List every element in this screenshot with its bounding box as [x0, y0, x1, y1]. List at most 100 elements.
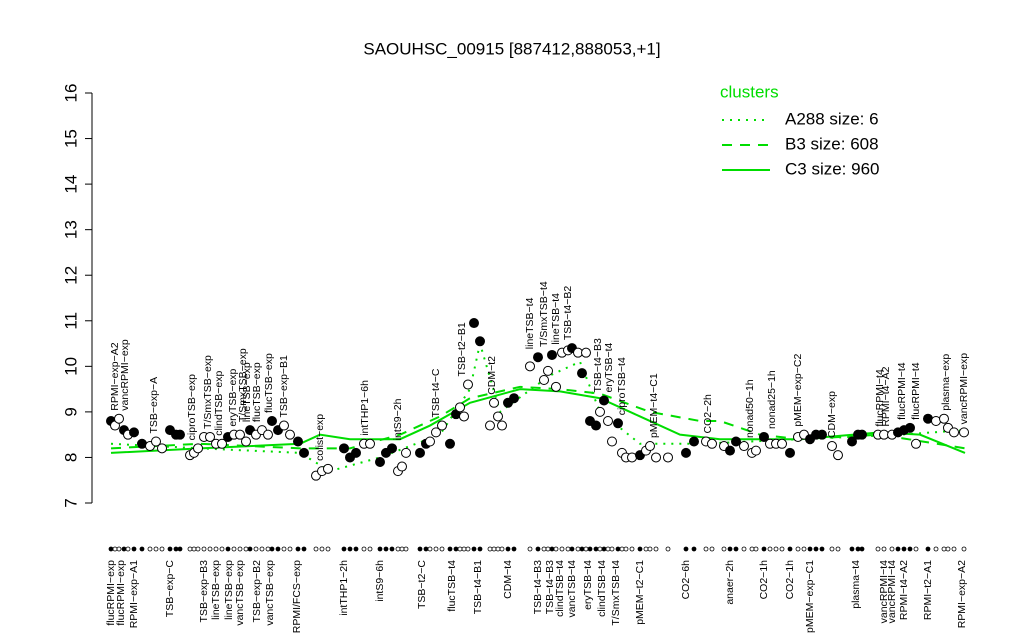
point [581, 347, 591, 358]
rug-dot [545, 546, 551, 552]
point [299, 447, 309, 458]
rug-dot [587, 546, 593, 552]
point [455, 402, 465, 413]
rug-dot [253, 546, 259, 552]
x-label: TSB−t2−C [416, 560, 428, 609]
point-label: TSB−t2−B1 [456, 322, 468, 376]
point [759, 431, 769, 442]
rug-dot [875, 546, 881, 552]
point [339, 443, 349, 454]
point [645, 441, 655, 452]
rug-dot [477, 546, 483, 552]
point-label: eryTSB−t4 [603, 342, 615, 392]
point-label: eryTSB−exp [227, 368, 239, 426]
point [613, 418, 623, 429]
point [777, 438, 787, 449]
x-label: T/SmxTSB−t4 [610, 560, 622, 626]
rug-dot [269, 546, 275, 552]
point [351, 447, 361, 458]
rug-dot [191, 546, 197, 552]
rug-dot [889, 546, 895, 552]
rug-dot [535, 546, 541, 552]
rug-dot [259, 546, 265, 552]
point [603, 416, 613, 426]
rug-dot [377, 546, 383, 552]
rug-dot [457, 546, 463, 552]
point [857, 429, 867, 440]
rug-dot [447, 546, 453, 552]
point [293, 436, 303, 447]
rug-dot [495, 546, 501, 552]
point [489, 397, 499, 408]
point-label: RPMI−t4−A2 [880, 366, 892, 426]
rug-dot [901, 546, 907, 552]
rug-dot [733, 546, 739, 552]
rug-dot [313, 546, 319, 552]
point-label: plasma−exp [940, 354, 952, 411]
x-label: RPMI−t4−A2 [898, 560, 910, 620]
point [235, 429, 245, 440]
rug-dot [779, 546, 785, 552]
point [263, 429, 273, 440]
rug-dot [609, 546, 615, 552]
point-label: flucTSB−exp [263, 353, 275, 413]
point [577, 368, 587, 379]
x-label: vancTSB−exp [234, 560, 246, 626]
rug-dot [121, 546, 127, 552]
x-label: TSB−exp−B3 [198, 560, 210, 623]
rug-dot [139, 546, 145, 552]
rug-dot [787, 546, 793, 552]
rug-dot [505, 546, 511, 552]
x-label: eryTSB−t4 [582, 560, 594, 610]
point-label: TSB−t4−C [430, 368, 442, 417]
rug-dot [709, 546, 715, 552]
point [129, 427, 139, 438]
point-label: lineTSB−t4 [550, 293, 562, 345]
point [681, 447, 691, 458]
point [493, 411, 503, 422]
x-label: CDM−t4 [502, 560, 514, 599]
point [525, 361, 535, 372]
point-label: TSB−exp−B1 [278, 355, 290, 418]
x-label: vancTSB−t4 [566, 560, 578, 618]
rug-dot [945, 546, 951, 552]
rug-dot [275, 546, 281, 552]
point [551, 381, 561, 392]
point [114, 413, 124, 424]
point [591, 420, 601, 431]
legend-label: B3 size: 608 [785, 134, 879, 153]
x-label: CO2−1h [784, 560, 796, 600]
point-label: lineTSB−t4 [524, 297, 536, 349]
point [817, 429, 827, 440]
rug-dot [907, 546, 913, 552]
cluster-line [110, 385, 966, 450]
x-label: clindTSB−t4 [596, 560, 608, 617]
point-label: vancRPMI−exp [958, 353, 970, 425]
rug-dot [347, 546, 353, 552]
x-label: TSB−t4−B3 [532, 560, 544, 614]
point [175, 429, 185, 440]
rug-dot [427, 546, 433, 552]
rug-dot [643, 546, 649, 552]
rug-dot [247, 546, 253, 552]
point [959, 427, 969, 438]
y-tick-label: 16 [61, 84, 80, 103]
rug-dot [597, 546, 603, 552]
rug-dot [727, 546, 733, 552]
rug-dot [913, 546, 919, 552]
point-label: flucTSB−exp [251, 362, 263, 422]
x-label: CO2−1h [758, 560, 770, 600]
rug-dot [819, 546, 825, 552]
point [397, 461, 407, 472]
point [431, 427, 441, 438]
rug-dot [367, 546, 373, 552]
point [193, 443, 203, 454]
rug-dot [195, 546, 201, 552]
legend-label: C3 size: 960 [785, 159, 880, 178]
point-label: RPMI−exp−A2 [109, 342, 121, 410]
x-label: flucRPMI−exp [105, 560, 117, 626]
rug-dot [593, 546, 599, 552]
point [475, 336, 485, 347]
legend-title: clusters [720, 82, 779, 101]
